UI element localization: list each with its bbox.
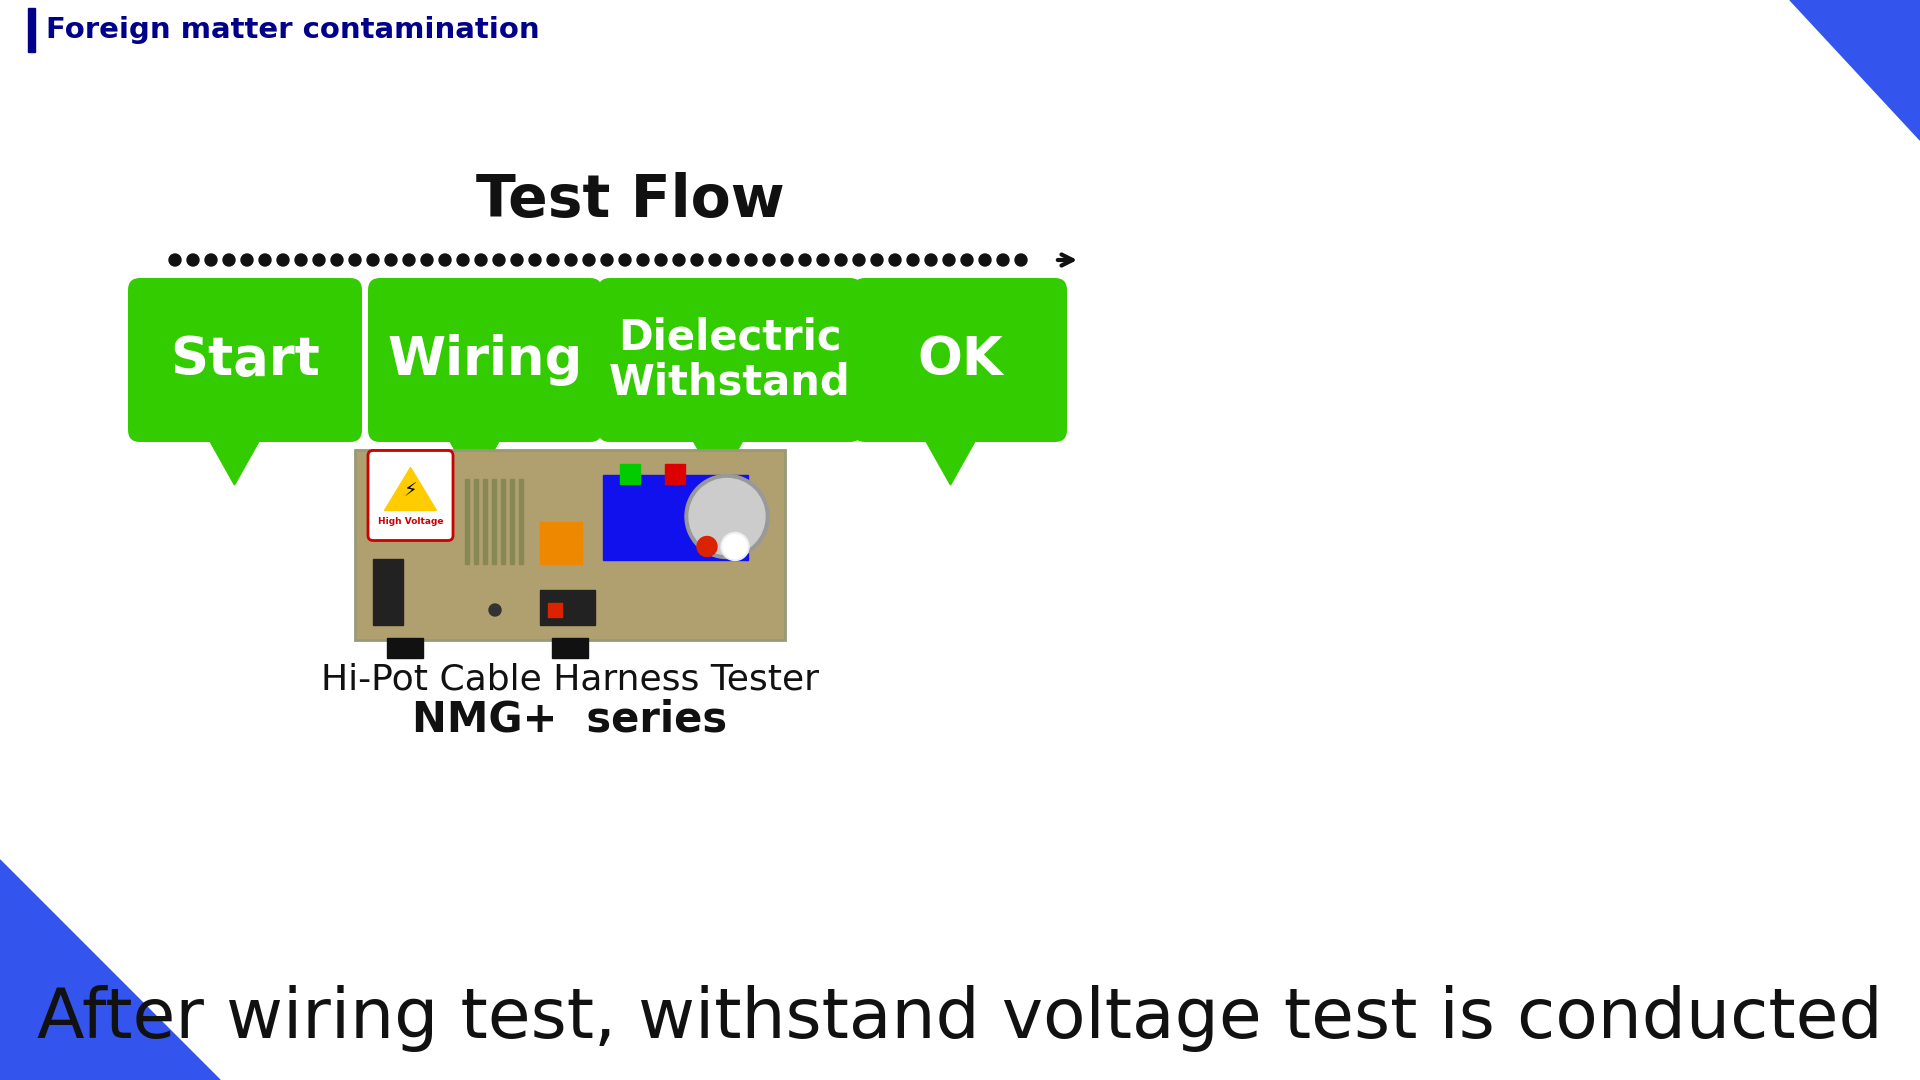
Circle shape [296,254,307,266]
Circle shape [979,254,991,266]
Text: Dielectric
Withstand: Dielectric Withstand [609,316,851,404]
Circle shape [722,532,749,561]
Bar [501,478,505,564]
Circle shape [889,254,900,266]
Circle shape [259,254,271,266]
Circle shape [852,254,866,266]
Polygon shape [0,860,221,1080]
Circle shape [799,254,810,266]
Circle shape [205,254,217,266]
Circle shape [872,254,883,266]
Circle shape [618,254,632,266]
Bar [465,478,468,564]
Polygon shape [442,428,507,485]
Circle shape [781,254,793,266]
Bar [388,638,422,658]
Circle shape [330,254,344,266]
Text: High Voltage: High Voltage [378,516,444,526]
Text: Test Flow: Test Flow [476,172,783,229]
Bar [620,464,639,484]
Text: Foreign matter contamination: Foreign matter contamination [46,16,540,44]
Circle shape [530,254,541,266]
Circle shape [943,254,954,266]
Circle shape [511,254,522,266]
FancyBboxPatch shape [355,450,785,640]
Polygon shape [384,468,436,511]
Circle shape [493,254,505,266]
Text: Wiring: Wiring [388,334,582,386]
Bar [29,8,35,52]
Polygon shape [685,428,751,485]
Circle shape [440,254,451,266]
Circle shape [724,535,747,558]
Circle shape [697,537,716,556]
Circle shape [349,254,361,266]
Circle shape [186,254,200,266]
Circle shape [474,254,488,266]
Circle shape [708,254,722,266]
Circle shape [457,254,468,266]
Circle shape [403,254,415,266]
Circle shape [691,254,703,266]
Circle shape [637,254,649,266]
Text: After wiring test, withstand voltage test is conducted: After wiring test, withstand voltage tes… [36,985,1884,1052]
FancyBboxPatch shape [369,278,603,442]
Circle shape [420,254,434,266]
Bar [540,590,595,625]
Circle shape [367,254,378,266]
Polygon shape [202,428,267,485]
Bar [372,558,403,625]
Circle shape [689,478,764,554]
Circle shape [242,254,253,266]
Circle shape [564,254,578,266]
Polygon shape [1789,0,1920,140]
Circle shape [925,254,937,266]
Circle shape [728,254,739,266]
Circle shape [745,254,756,266]
Circle shape [547,254,559,266]
Circle shape [1016,254,1027,266]
Circle shape [835,254,847,266]
Text: Hi-Pot Cable Harness Tester: Hi-Pot Cable Harness Tester [321,663,820,697]
Circle shape [490,604,501,616]
Bar [540,522,582,564]
Bar [664,464,685,484]
Bar [518,478,522,564]
Text: Start: Start [171,334,321,386]
Circle shape [685,474,770,558]
Circle shape [655,254,666,266]
Text: OK: OK [918,334,1002,386]
FancyBboxPatch shape [852,278,1068,442]
Bar [474,478,478,564]
Circle shape [169,254,180,266]
FancyBboxPatch shape [369,450,453,540]
Circle shape [996,254,1010,266]
FancyBboxPatch shape [129,278,363,442]
Polygon shape [918,428,983,485]
Bar [484,478,488,564]
Circle shape [276,254,290,266]
Circle shape [601,254,612,266]
Circle shape [584,254,595,266]
Bar [603,475,749,561]
Circle shape [313,254,324,266]
Circle shape [386,254,397,266]
Circle shape [674,254,685,266]
Bar [492,478,495,564]
FancyBboxPatch shape [597,278,862,442]
Circle shape [223,254,234,266]
Circle shape [818,254,829,266]
Circle shape [762,254,776,266]
Bar [547,603,563,617]
Text: NMG+  series: NMG+ series [413,699,728,741]
Text: ⚡: ⚡ [403,481,417,500]
Bar [511,478,515,564]
Circle shape [906,254,920,266]
Bar [553,638,588,658]
Circle shape [962,254,973,266]
